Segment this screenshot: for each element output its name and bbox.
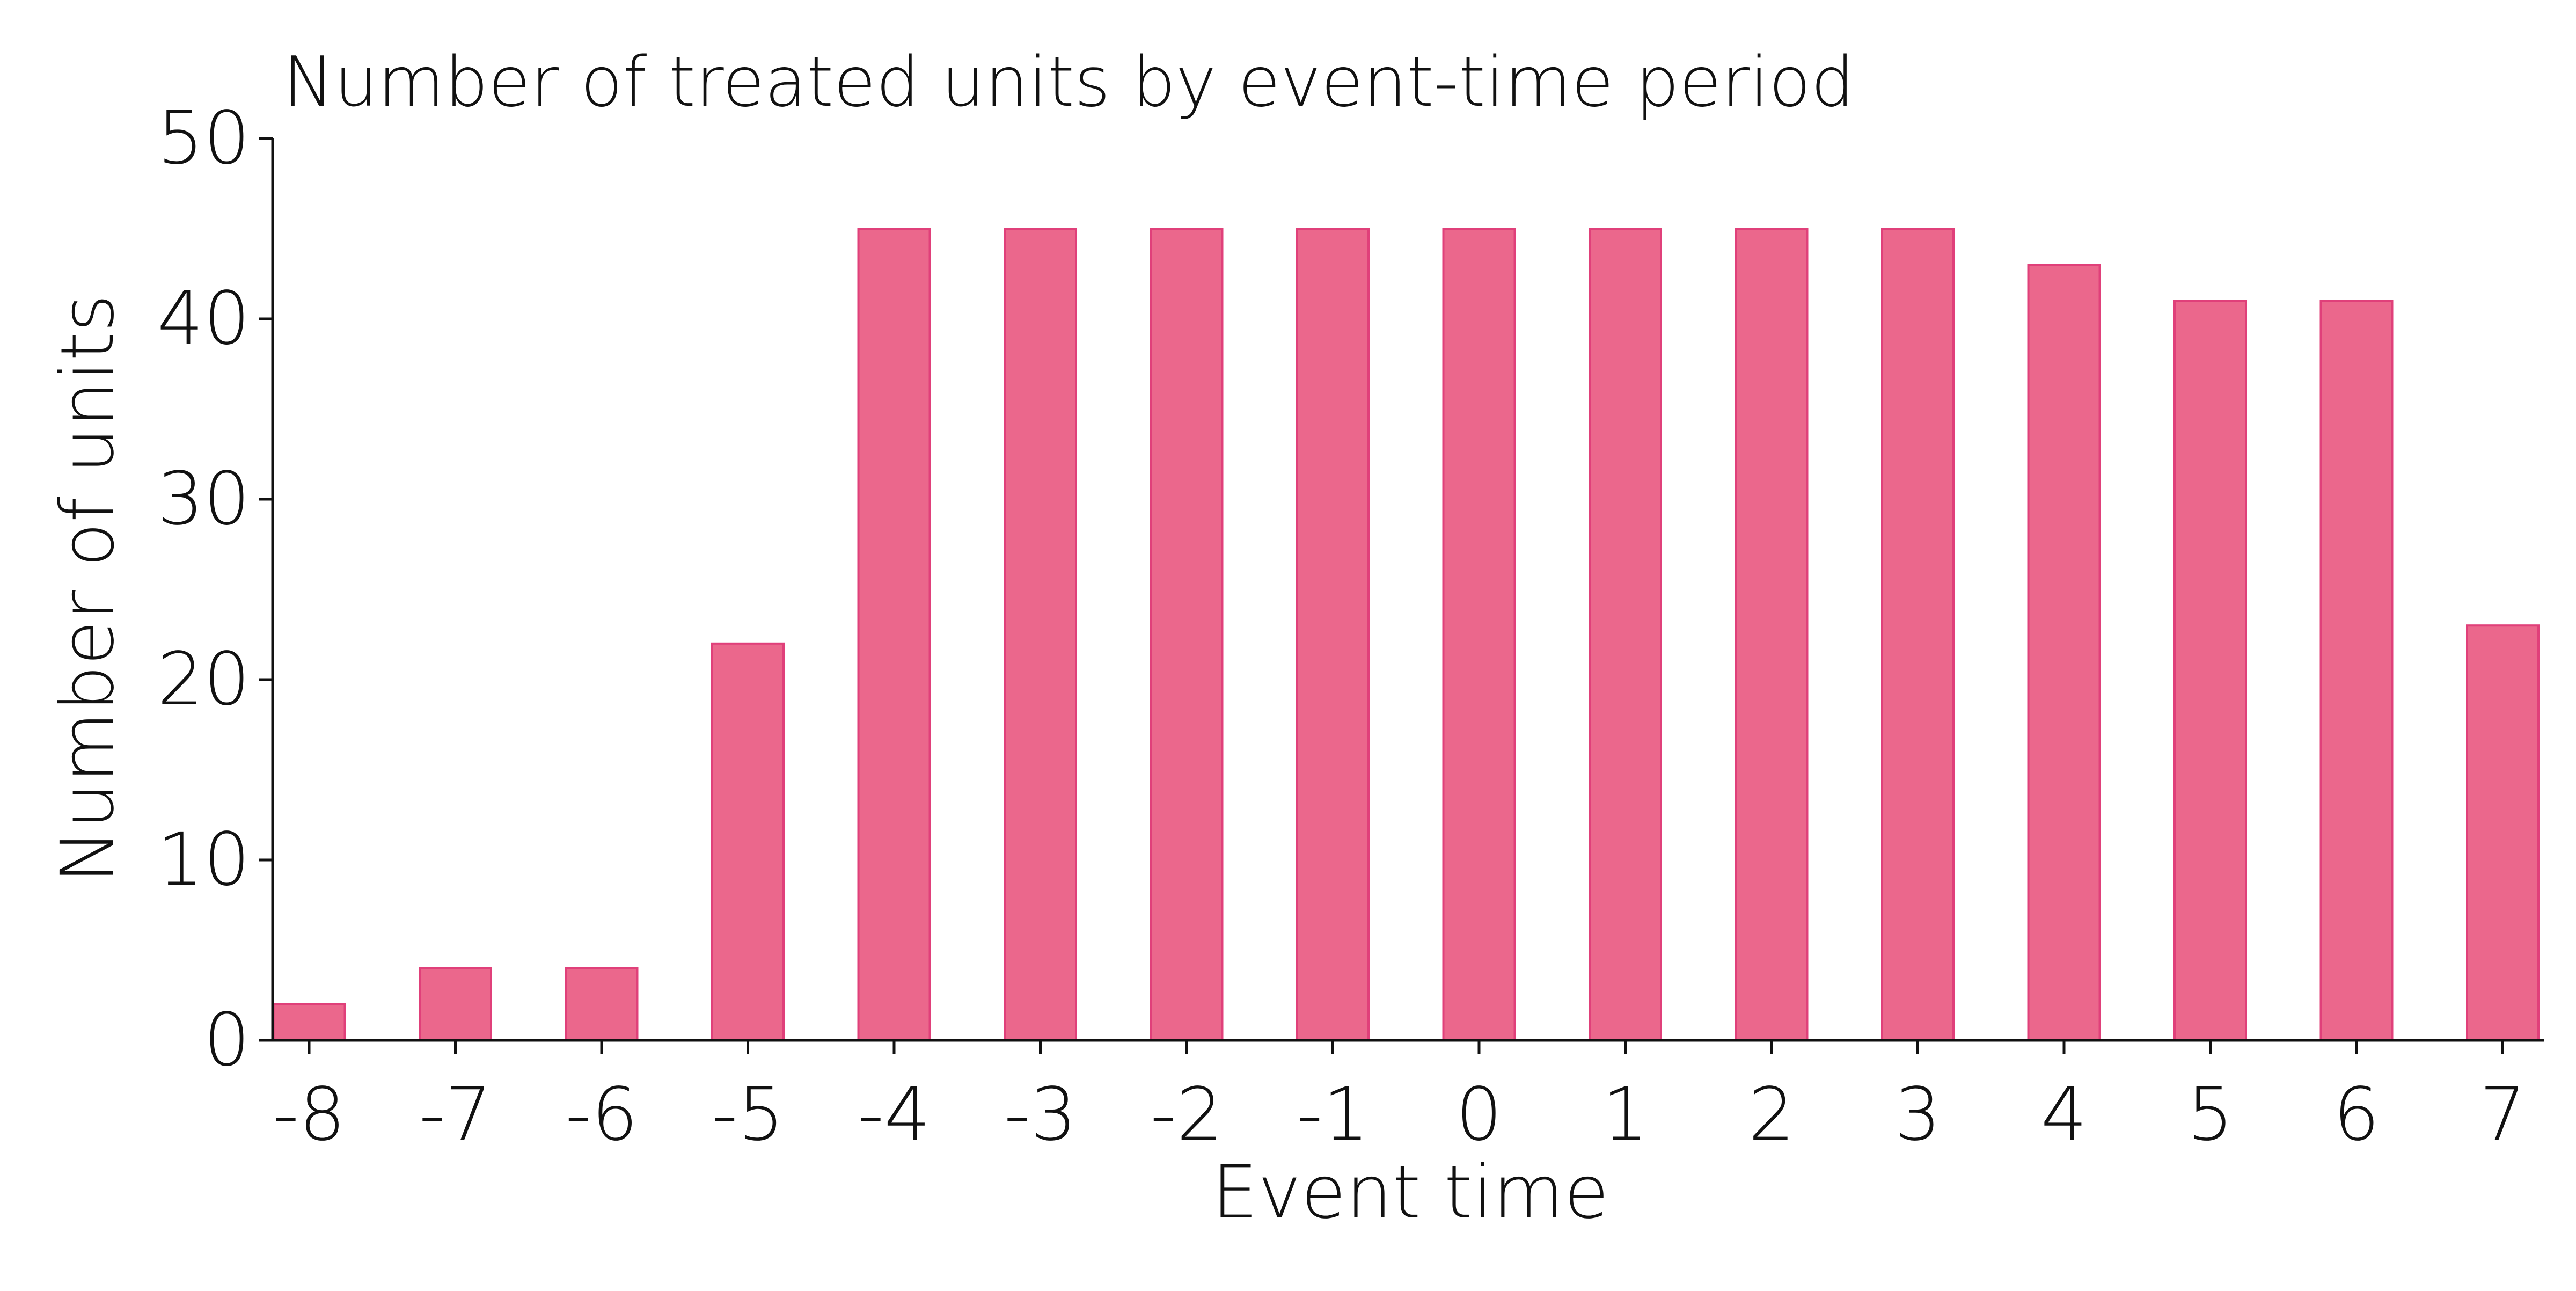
x-tick-label: 4 — [2041, 1073, 2088, 1157]
bar-3 — [1881, 228, 1955, 1041]
x-axis-label: Event time — [1212, 1150, 1609, 1235]
x-tick-label: 2 — [1748, 1073, 1795, 1157]
y-tick-label: 50 — [157, 96, 250, 181]
x-tick-label: 6 — [2333, 1073, 2380, 1157]
bar--4 — [857, 228, 931, 1041]
y-tick-label: 0 — [203, 998, 250, 1083]
x-tick-label: -4 — [858, 1073, 931, 1157]
bar--8 — [272, 1003, 346, 1042]
x-tick-label: -1 — [1297, 1073, 1370, 1157]
bar-1 — [1589, 228, 1662, 1041]
y-tick-label: 40 — [157, 276, 250, 361]
x-tick-label: -3 — [1004, 1073, 1077, 1157]
bar--1 — [1296, 228, 1370, 1041]
y-axis-label: Number of units — [46, 294, 130, 884]
x-tick-label: 5 — [2187, 1073, 2234, 1157]
bar--6 — [565, 967, 639, 1041]
x-tick-label: -7 — [419, 1073, 492, 1157]
y-tick-label: 10 — [157, 818, 250, 902]
bar--3 — [1004, 228, 1077, 1041]
bar--7 — [419, 967, 492, 1041]
bar-0 — [1442, 228, 1516, 1041]
y-tick-label: 30 — [157, 457, 250, 542]
x-axis-ticks: -8 -7 -6 -5 -4 -3 -2 -1 0 1 2 3 4 5 6 7 — [273, 1040, 2526, 1157]
x-tick-label: 3 — [1894, 1073, 1941, 1157]
x-tick-label: -5 — [712, 1073, 785, 1157]
bar--5 — [711, 642, 785, 1042]
bar-7 — [2466, 624, 2540, 1041]
bars-group — [272, 228, 2540, 1042]
bar-6 — [2319, 300, 2394, 1041]
bar-4 — [2027, 264, 2101, 1042]
bar-5 — [2174, 300, 2247, 1041]
y-tick-label: 20 — [157, 637, 250, 722]
bar-2 — [1735, 228, 1809, 1041]
x-tick-label: 1 — [1602, 1073, 1649, 1157]
x-tick-label: 0 — [1456, 1073, 1503, 1157]
x-tick-label: -2 — [1150, 1073, 1223, 1157]
bar--2 — [1150, 228, 1224, 1041]
x-tick-label: -6 — [565, 1073, 638, 1157]
x-tick-label: -8 — [273, 1073, 346, 1157]
x-tick-label: 7 — [2479, 1073, 2526, 1157]
chart-title: Number of treated units by event-time pe… — [283, 42, 1854, 122]
y-axis-ticks: 0 10 20 30 40 50 — [157, 96, 273, 1083]
